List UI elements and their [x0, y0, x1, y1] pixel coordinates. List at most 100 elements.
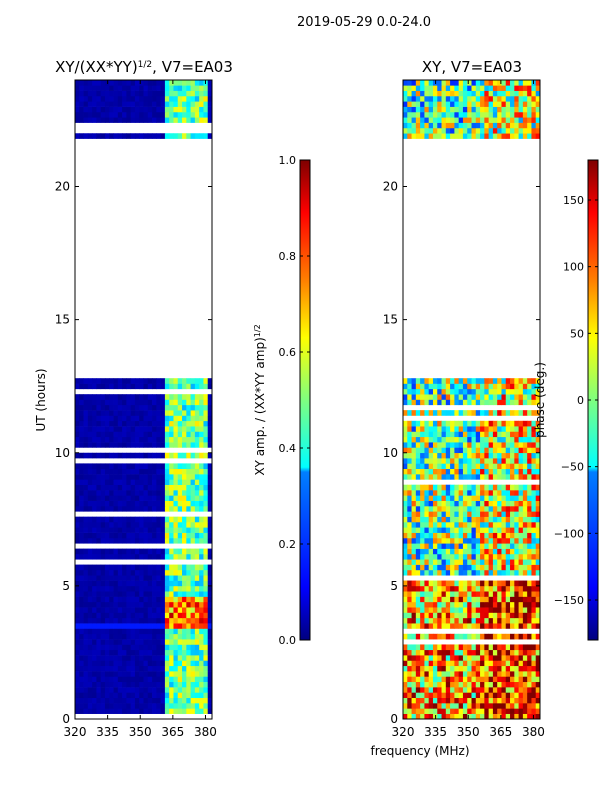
- heatmap-cell: [139, 612, 144, 619]
- heatmap-cell: [420, 101, 425, 107]
- heatmap-cell: [441, 665, 447, 672]
- heatmap-cell: [139, 133, 144, 139]
- heatmap-cell: [488, 447, 494, 454]
- y-tick-label: 15: [55, 313, 70, 327]
- heatmap-cell: [173, 516, 179, 523]
- heatmap-cell: [139, 548, 144, 555]
- heatmap-cell: [160, 591, 166, 597]
- heatmap-cell: [510, 410, 515, 416]
- heatmap-cell: [535, 495, 541, 501]
- heatmap-cell: [139, 399, 144, 406]
- heatmap-cell: [79, 564, 84, 571]
- heatmap-cell: [173, 490, 179, 496]
- heatmap-cell: [458, 649, 464, 656]
- heatmap-cell: [203, 527, 209, 533]
- heatmap-cell: [514, 474, 519, 480]
- heatmap-cell: [454, 660, 460, 667]
- heatmap-cell: [122, 697, 127, 704]
- heatmap-cell: [475, 394, 481, 400]
- heatmap-cell: [437, 623, 442, 629]
- heatmap-cell: [96, 575, 102, 581]
- heatmap-cell: [484, 703, 490, 709]
- heatmap-cell: [475, 681, 481, 688]
- heatmap-cell: [458, 585, 464, 592]
- heatmap-cell: [535, 399, 541, 406]
- heatmap-cell: [531, 644, 537, 651]
- heatmap-cell: [207, 394, 213, 400]
- heatmap-cell: [535, 506, 541, 512]
- heatmap-cell: [527, 452, 532, 459]
- heatmap-cell: [156, 639, 162, 645]
- heatmap-cell: [420, 553, 425, 560]
- heatmap-cell: [194, 532, 200, 539]
- heatmap-cell: [403, 106, 408, 113]
- heatmap-cell: [403, 101, 408, 107]
- heatmap-cell: [122, 521, 127, 528]
- heatmap-cell: [441, 633, 447, 640]
- heatmap-cell: [492, 122, 498, 129]
- heatmap-cell: [432, 543, 438, 549]
- heatmap-cell: [113, 479, 119, 485]
- heatmap-cell: [484, 655, 490, 661]
- heatmap-cell: [467, 665, 472, 672]
- heatmap-cell: [100, 665, 106, 672]
- heatmap-cell: [535, 431, 541, 438]
- heatmap-cell: [169, 655, 174, 661]
- heatmap-cell: [126, 85, 132, 91]
- y-tick-label: 15: [383, 313, 398, 327]
- heatmap-cell: [522, 420, 528, 427]
- heatmap-cell: [437, 585, 442, 592]
- heatmap-cell: [126, 601, 132, 608]
- heatmap-cell: [147, 591, 153, 597]
- heatmap-cell: [510, 484, 515, 491]
- heatmap-cell: [92, 692, 97, 699]
- heatmap-cell: [117, 106, 123, 113]
- heatmap-cell: [143, 628, 149, 635]
- heatmap-cell: [522, 431, 528, 438]
- heatmap-cell: [113, 420, 119, 427]
- heatmap-cell: [177, 101, 183, 107]
- heatmap-cell: [130, 697, 136, 704]
- heatmap-cell: [488, 655, 494, 661]
- heatmap-cell: [462, 713, 468, 720]
- heatmap-cell: [92, 500, 97, 507]
- heatmap-cell: [96, 601, 102, 608]
- heatmap-cell: [432, 601, 438, 608]
- heatmap-cell: [126, 692, 132, 699]
- heatmap-cell: [173, 399, 179, 406]
- heatmap-cell: [83, 463, 89, 470]
- heatmap-cell: [420, 516, 425, 523]
- heatmap-cell: [403, 548, 408, 555]
- heatmap-cell: [130, 442, 136, 448]
- heatmap-cell: [160, 633, 166, 640]
- heatmap-cell: [194, 580, 200, 587]
- heatmap-cell: [164, 80, 170, 86]
- heatmap-cell: [92, 506, 97, 512]
- heatmap-cell: [100, 479, 106, 485]
- heatmap-cell: [505, 511, 511, 517]
- heatmap-cell: [505, 431, 511, 438]
- heatmap-cell: [492, 633, 498, 640]
- heatmap-cell: [484, 399, 490, 406]
- heatmap-cell: [152, 378, 157, 384]
- heatmap-cell: [152, 697, 157, 704]
- heatmap-cell: [156, 649, 162, 656]
- heatmap-cell: [96, 580, 102, 587]
- heatmap-cell: [104, 527, 110, 533]
- heatmap-cell: [424, 633, 430, 640]
- heatmap-cell: [424, 85, 430, 91]
- heatmap-cell: [535, 484, 541, 491]
- heatmap-cell: [143, 575, 149, 581]
- heatmap-cell: [143, 85, 149, 91]
- heatmap-cell: [96, 420, 102, 427]
- heatmap-cell: [458, 617, 464, 624]
- heatmap-cell: [441, 511, 447, 517]
- heatmap-cell: [75, 378, 80, 384]
- heatmap-cell: [403, 649, 408, 656]
- heatmap-cell: [441, 692, 447, 699]
- heatmap-cell: [415, 543, 421, 549]
- heatmap-cell: [164, 580, 170, 587]
- heatmap-cell: [411, 543, 417, 549]
- heatmap-cell: [122, 495, 127, 501]
- heatmap-cell: [462, 426, 468, 432]
